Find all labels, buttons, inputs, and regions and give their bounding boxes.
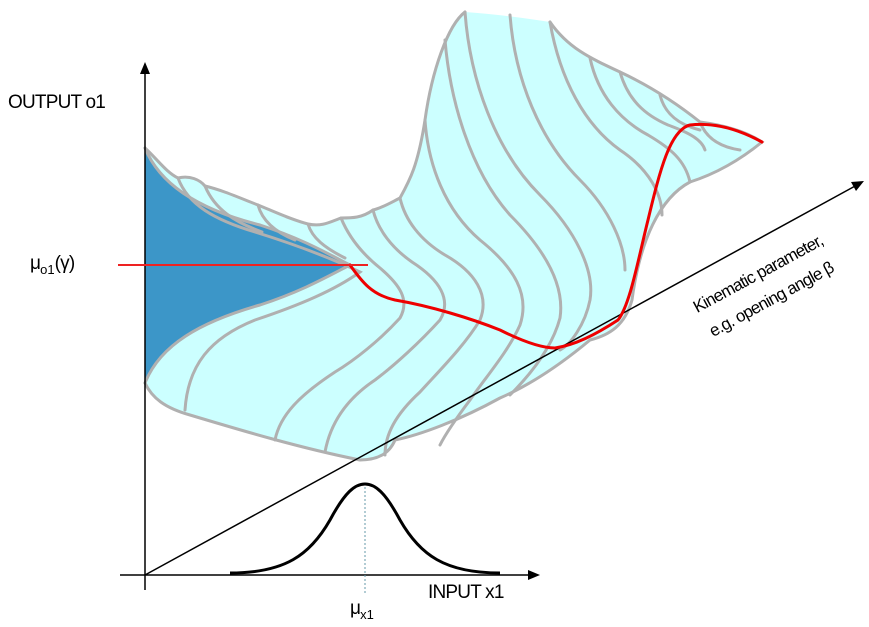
mu-o1-subscript: o1	[40, 261, 55, 277]
kinematic-axis-arrowhead	[851, 181, 864, 191]
surface-top-edge	[143, 10, 467, 227]
surface-contour-lines	[143, 10, 765, 462]
kinematic-axis-line	[144, 184, 858, 576]
mu-o1-argument: (γ)	[54, 253, 76, 274]
mu-x1-label: μx1	[350, 598, 374, 622]
mu-x1-symbol: μ	[350, 598, 361, 619]
output-axis-arrowhead	[140, 62, 150, 74]
axes	[120, 70, 858, 590]
mean-output-trace	[348, 122, 764, 350]
input-axis-label: INPUT x1	[428, 582, 504, 603]
output-axis-label: OUTPUT o1	[8, 92, 106, 113]
input-axis-arrowhead	[528, 570, 540, 580]
mu-o1-symbol: μ	[30, 253, 41, 274]
mu-x1-subscript: x1	[360, 606, 374, 622]
input-distribution-curve	[229, 482, 501, 575]
output-distribution-surface	[145, 12, 762, 460]
mu-o1-label: μo1(γ)	[30, 253, 76, 277]
